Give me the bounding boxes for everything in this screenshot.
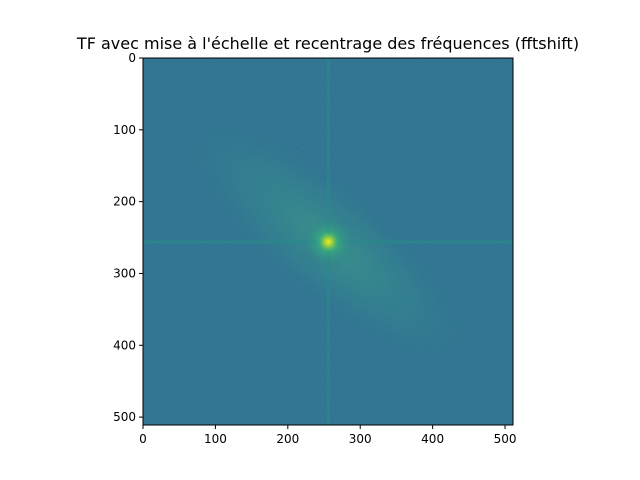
x-tick-label: 100	[204, 432, 227, 446]
y-tick-label: 100	[113, 123, 136, 137]
x-axis: 0 100 200 300 400 500	[139, 425, 516, 446]
x-tick-label: 300	[349, 432, 372, 446]
y-tick-label: 400	[113, 338, 136, 352]
plot-frame	[142, 57, 514, 426]
x-tick-label: 500	[494, 432, 517, 446]
chart-title: TF avec mise à l'échelle et recentrage d…	[76, 34, 579, 53]
y-axis: 0 100 200 300 400 500	[113, 51, 143, 424]
y-tick-label: 500	[113, 410, 136, 424]
x-tick-label: 200	[276, 432, 299, 446]
y-tick-label: 200	[113, 195, 136, 209]
x-tick-label: 400	[421, 432, 444, 446]
x-tick-label: 0	[139, 432, 147, 446]
y-tick-label: 300	[113, 266, 136, 280]
y-tick-label: 0	[128, 51, 136, 65]
center-peak	[300, 213, 357, 270]
plot-area	[142, 57, 514, 426]
